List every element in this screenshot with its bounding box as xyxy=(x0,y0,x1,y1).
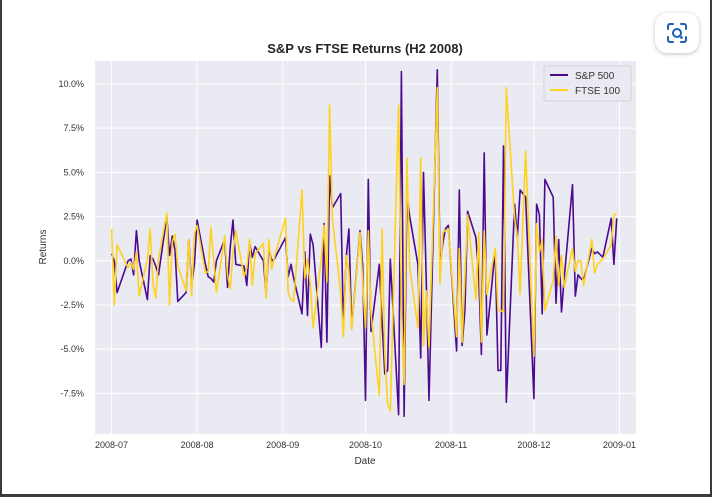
window-edge-bottom xyxy=(0,494,712,497)
y-tick-label: 0.0% xyxy=(63,256,84,266)
y-tick-label: -2.5% xyxy=(60,300,84,310)
series-line-sp500 xyxy=(110,69,618,418)
y-axis-label: Returns xyxy=(38,229,49,264)
x-tick-label: 2008-07 xyxy=(95,440,128,450)
legend: S&P 500 FTSE 100 xyxy=(543,65,632,102)
y-tick-label: -5.0% xyxy=(60,344,84,354)
x-tick-labels: 2008-07 2008-08 2008-09 2008-10 2008-11 2008-… xyxy=(95,440,636,450)
x-tick-label: 2008-09 xyxy=(266,440,299,450)
series-layer xyxy=(110,69,618,418)
window-edge-right xyxy=(710,0,712,497)
y-tick-labels: -7.5% -5.0% -2.5% 0.0% 2.5% 5.0% 7.5% 10.0% xyxy=(58,79,84,398)
y-tick-label: 2.5% xyxy=(63,212,84,222)
x-tick-label: 2008-10 xyxy=(349,440,382,450)
x-tick-label: 2008-11 xyxy=(435,440,467,450)
lens-icon xyxy=(667,23,687,43)
y-tick-label: 7.5% xyxy=(63,123,84,133)
x-tick-label: 2008-08 xyxy=(181,440,214,450)
visual-search-button[interactable] xyxy=(655,13,699,53)
y-tick-label: 5.0% xyxy=(63,167,84,177)
y-tick-label: -7.5% xyxy=(60,388,84,398)
y-tick-label: 10.0% xyxy=(58,79,84,89)
chart-title: S&P vs FTSE Returns (H2 2008) xyxy=(267,41,463,56)
legend-label-sp500: S&P 500 xyxy=(575,71,615,82)
x-tick-label: 2009-01 xyxy=(603,440,636,450)
window-edge-left xyxy=(0,0,2,497)
legend-label-ftse100: FTSE 100 xyxy=(575,86,620,97)
x-axis-label: Date xyxy=(354,456,376,467)
x-tick-label: 2008-12 xyxy=(517,440,550,450)
series-line-ftse100 xyxy=(110,86,618,412)
